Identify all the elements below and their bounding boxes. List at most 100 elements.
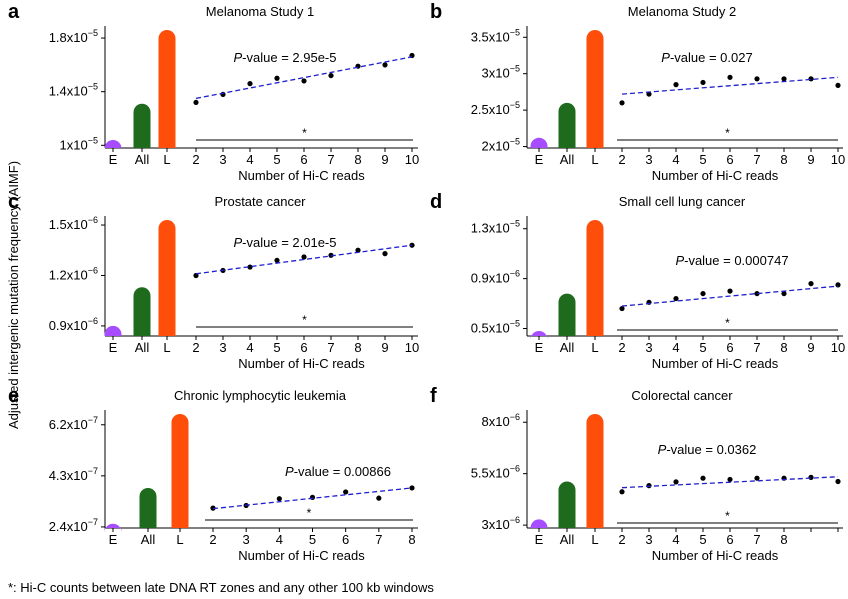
trend-line — [621, 476, 839, 489]
bar-e — [104, 139, 122, 149]
panel-d: d Small cell lung cancer 0.5x10−5 0.9x10−6 1… — [430, 191, 845, 371]
panel-e: e Chronic lymphocytic leukemia 2.4x10−7 4.3… — [8, 385, 418, 563]
x-axis-label: Number of Hi-C reads — [652, 168, 779, 183]
bar-all — [558, 102, 576, 148]
y-tick-label: 0.5x10−5 — [471, 319, 520, 336]
y-tick-label: 2.4x10−7 — [49, 517, 98, 534]
bar-l — [586, 220, 604, 336]
x-tick-label: 7 — [327, 152, 334, 167]
x-tick-label: 7 — [753, 340, 760, 355]
x-tick-label: 4 — [672, 340, 679, 355]
data-point — [343, 489, 349, 495]
x-tick-label: 10 — [831, 340, 845, 355]
category-label: L — [591, 532, 598, 547]
x-tick-label: 4 — [246, 152, 253, 167]
data-point — [309, 494, 316, 500]
panel-letter: e — [8, 385, 19, 407]
bar-l — [158, 220, 176, 336]
data-point — [274, 257, 280, 263]
y-tick-label: 1.4x10−5 — [49, 82, 98, 99]
bar-all — [139, 487, 157, 528]
y-tick-label: 1.5x10−6 — [49, 215, 98, 232]
category-label: L — [163, 340, 170, 355]
y-tick-label: 2.5x10−5 — [471, 100, 520, 117]
bar-all — [133, 103, 151, 148]
data-point — [700, 475, 706, 481]
x-tick-label: 3 — [645, 340, 652, 355]
x-tick-label: 6 — [726, 340, 733, 355]
panel-letter: b — [430, 1, 442, 23]
x-tick-label: 2 — [209, 532, 216, 547]
x-tick-label: 6 — [300, 152, 307, 167]
category-label: E — [109, 340, 118, 355]
x-tick-label: 5 — [309, 532, 316, 547]
data-point — [376, 495, 382, 501]
x-tick-label: 9 — [381, 152, 388, 167]
data-point — [835, 282, 841, 288]
p-value-label: P-value = 0.000747 — [675, 253, 788, 268]
data-point — [727, 476, 733, 483]
panel-f: f Colorectal cancer 3x10−6 5.5x10−6 8x10−6 E A… — [430, 385, 843, 563]
y-tick-label: 3x10−5 — [482, 64, 520, 81]
x-tick-label: 3 — [219, 152, 226, 167]
y-tick-label: 1x10−5 — [60, 135, 98, 152]
x-tick-label: 6 — [726, 532, 733, 547]
y-tick-label: 3.5x10−5 — [471, 27, 520, 44]
trend-line — [212, 487, 413, 510]
bar-e — [530, 519, 548, 528]
p-value-label: P-value = 0.027 — [661, 50, 752, 65]
category-label: L — [163, 152, 170, 167]
x-tick-label: 2 — [618, 532, 625, 547]
data-point — [301, 254, 307, 260]
x-tick-label: 8 — [408, 532, 415, 547]
x-tick-label: 3 — [645, 152, 652, 167]
category-label: All — [141, 532, 156, 547]
category-label: L — [176, 532, 183, 547]
significance-marker: * — [725, 126, 730, 140]
y-tick-label: 1.2x10−6 — [49, 265, 98, 282]
x-tick-label: 5 — [273, 340, 280, 355]
x-tick-label: 6 — [342, 532, 349, 547]
x-tick-label: 8 — [780, 532, 787, 547]
bar-l — [586, 414, 604, 528]
p-value-label: P-value = 2.01e-5 — [234, 235, 337, 250]
data-point — [700, 290, 706, 297]
x-tick-label: 10 — [831, 152, 845, 167]
data-point — [619, 100, 625, 106]
x-tick-label: 7 — [753, 532, 760, 547]
panel-title: Melanoma Study 2 — [628, 4, 736, 19]
panel-letter: c — [8, 191, 19, 213]
data-point — [328, 72, 334, 79]
bar-all — [133, 287, 151, 336]
trend-line — [195, 244, 413, 275]
x-tick-label: 4 — [672, 532, 679, 547]
x-tick-label: 5 — [273, 152, 280, 167]
y-tick-label: 2x10−5 — [482, 137, 520, 154]
x-tick-label: 2 — [192, 340, 199, 355]
data-point — [808, 76, 814, 82]
data-point — [835, 82, 841, 88]
data-point — [301, 78, 307, 84]
bar-all — [558, 293, 576, 336]
data-point — [673, 82, 679, 88]
panel-letter: a — [8, 1, 20, 23]
bar-e — [104, 325, 122, 336]
bar-all — [558, 481, 576, 528]
figure-footnote: *: Hi-C counts between late DNA RT zones… — [8, 580, 434, 595]
data-point — [619, 489, 625, 495]
data-point — [781, 76, 787, 82]
data-point — [193, 99, 199, 106]
x-tick-label: 8 — [780, 152, 787, 167]
bar-e — [530, 331, 548, 340]
data-point — [247, 264, 253, 270]
category-label: All — [135, 152, 150, 167]
significance-marker: * — [725, 316, 730, 330]
x-tick-label: 6 — [726, 152, 733, 167]
panel-title: Small cell lung cancer — [619, 194, 746, 209]
shared-y-axis-label: Adjusted intergenic mutation frequency (… — [6, 161, 21, 429]
data-point — [673, 295, 679, 302]
x-tick-label: 8 — [354, 340, 361, 355]
data-point — [727, 288, 733, 294]
bar-e — [530, 137, 548, 148]
category-label: E — [535, 532, 544, 547]
